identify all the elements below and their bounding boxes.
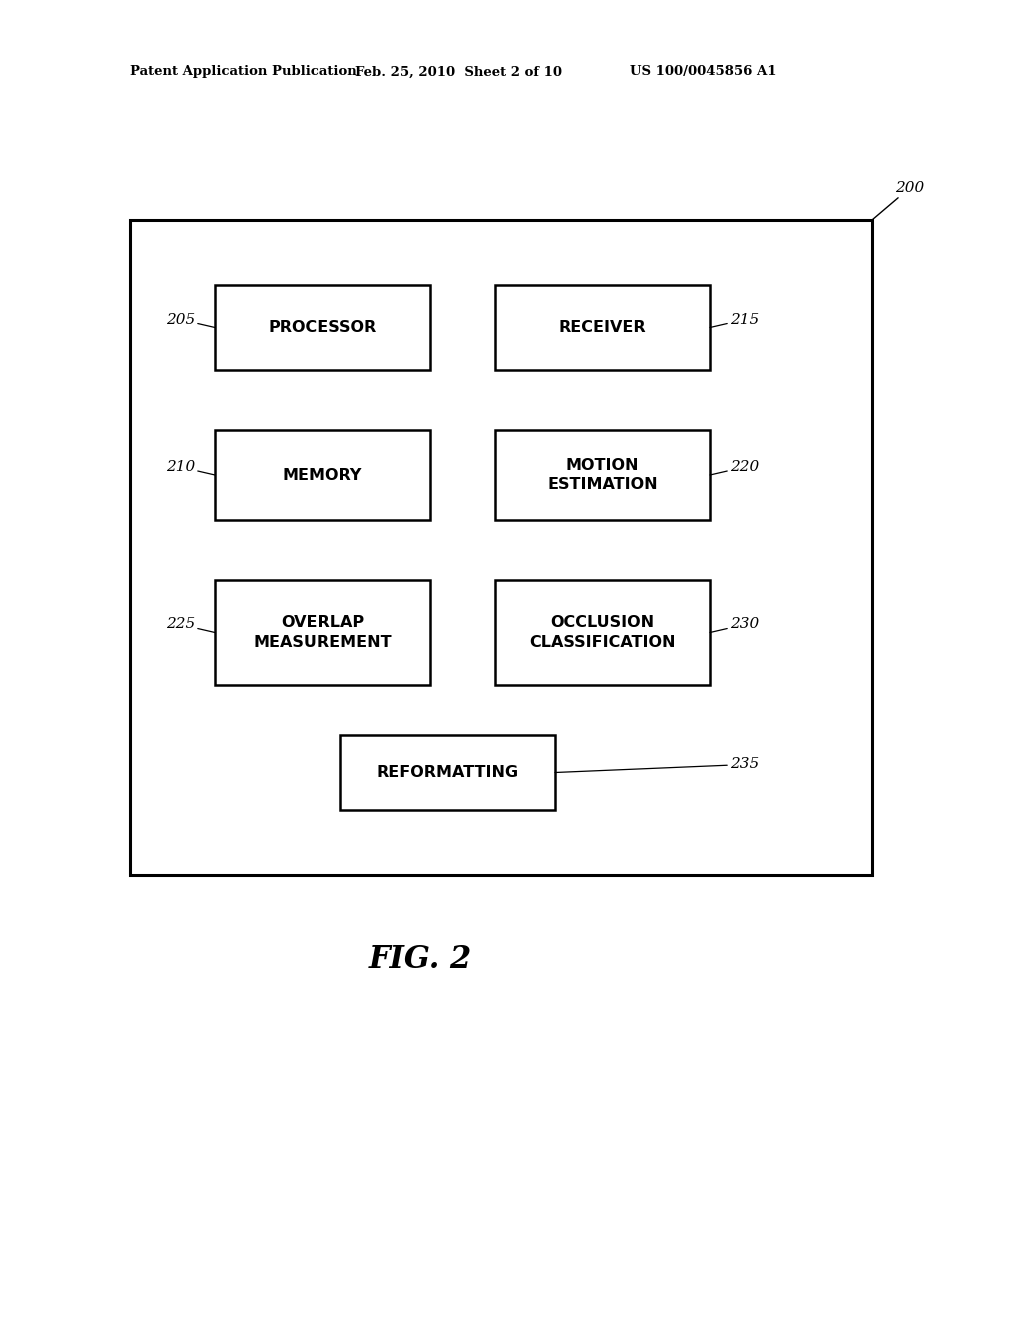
Bar — [495, 579, 710, 685]
Text: Patent Application Publication: Patent Application Publication — [130, 66, 356, 78]
Bar — [340, 735, 555, 810]
Bar — [495, 285, 710, 370]
Bar — [130, 220, 872, 875]
Text: OVERLAP
MEASUREMENT: OVERLAP MEASUREMENT — [253, 615, 392, 649]
Text: US 100/0045856 A1: US 100/0045856 A1 — [630, 66, 776, 78]
Bar — [495, 430, 710, 520]
Text: MOTION
ESTIMATION: MOTION ESTIMATION — [547, 458, 657, 492]
Text: 220: 220 — [710, 459, 759, 475]
Text: RECEIVER: RECEIVER — [559, 319, 646, 335]
Text: 215: 215 — [710, 313, 759, 327]
Text: FIG. 2: FIG. 2 — [369, 945, 472, 975]
Bar — [215, 285, 430, 370]
Text: 225: 225 — [166, 618, 215, 632]
Text: 210: 210 — [166, 459, 215, 475]
Text: PROCESSOR: PROCESSOR — [268, 319, 377, 335]
Text: 200: 200 — [872, 181, 925, 220]
Bar — [215, 579, 430, 685]
Text: Feb. 25, 2010  Sheet 2 of 10: Feb. 25, 2010 Sheet 2 of 10 — [355, 66, 562, 78]
Text: REFORMATTING: REFORMATTING — [377, 766, 518, 780]
Text: MEMORY: MEMORY — [283, 467, 362, 483]
Bar — [215, 430, 430, 520]
Text: OCCLUSION
CLASSIFICATION: OCCLUSION CLASSIFICATION — [529, 615, 676, 649]
Text: 235: 235 — [555, 758, 759, 772]
Text: 205: 205 — [166, 313, 215, 327]
Text: 230: 230 — [710, 618, 759, 632]
